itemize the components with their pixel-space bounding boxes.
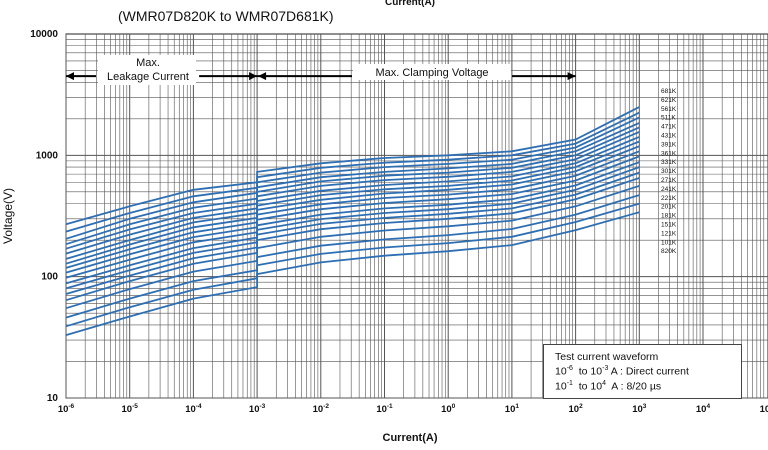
series-line-361K: [65, 140, 640, 265]
series-line-820K: [65, 211, 640, 336]
note-line-1-b-exp: -3: [602, 365, 609, 372]
clamping-arrow-left-head: [258, 72, 267, 81]
series-line-331K: [65, 145, 640, 269]
note-line-2-c: A : 8/20 µs: [606, 380, 662, 392]
note-line-1-c: A : Direct current: [608, 365, 689, 378]
x-tick-label: 100: [441, 403, 456, 415]
note-line-2: 10-1 to 104 A : 8/20 µs: [555, 378, 741, 393]
series-line-511K: [65, 122, 640, 246]
series-line-681K: [65, 106, 640, 226]
chart-title: (WMR07D820K to WMR07D681K): [118, 8, 334, 24]
x-tick-label: 101: [505, 403, 520, 415]
note-line-2-b: to 10: [572, 380, 603, 392]
y-tick-label: 1000: [36, 150, 59, 161]
top-axis-title: Current(A): [385, 0, 435, 8]
y-tick-label: 10: [47, 393, 59, 404]
series-line-301K: [65, 150, 640, 274]
leakage-arrow-right-head: [249, 72, 258, 81]
x-tick-label: 103: [632, 403, 647, 415]
note-line-1-b: to 10: [572, 365, 603, 378]
series-label-201K: 201K: [661, 204, 677, 211]
x-tick-label: 10-2: [313, 403, 330, 415]
series-line-561K: [65, 116, 640, 240]
series-line-241K: [65, 161, 640, 285]
series-label-361K: 361K: [661, 150, 677, 157]
clamping-label: Max. Clamping Voltage: [375, 67, 488, 79]
series-label-301K: 301K: [661, 168, 677, 175]
note-line-1: 10-6 to 10-3 A : Direct current: [555, 363, 741, 378]
x-tick-label: 10-4: [185, 403, 202, 415]
x-tick-label: 10-3: [249, 403, 266, 415]
series-label-221K: 221K: [661, 195, 677, 202]
series-line-391K: [65, 136, 640, 260]
leakage-label-line1: Max.: [136, 57, 160, 69]
x-tick-label: 10-6: [58, 403, 75, 415]
x-tick-label: 102: [568, 403, 583, 415]
series-label-181K: 181K: [661, 213, 677, 220]
note-line-1-a-exp: -6: [566, 365, 573, 372]
series-label-471K: 471K: [661, 124, 677, 131]
clamping-label-bg: [353, 64, 511, 80]
note-line-2-a: 10: [555, 380, 567, 392]
leakage-arrow-left-head: [66, 72, 74, 81]
y-axis-title: Voltage(V): [1, 188, 15, 244]
series-label-271K: 271K: [661, 177, 677, 184]
series-label-511K: 511K: [661, 115, 676, 122]
note-title: Test current waveform: [555, 351, 659, 363]
series-label-391K: 391K: [661, 141, 677, 148]
x-tick-label: 10-5: [122, 403, 139, 415]
series-line-201K: [65, 171, 640, 295]
series-label-151K: 151K: [661, 222, 677, 229]
clamping-arrow-right-head: [567, 72, 576, 81]
series-line-271K: [65, 155, 640, 279]
series-label-121K: 121K: [661, 230, 677, 237]
y-tick-label: 100: [41, 272, 58, 283]
note-line-2-b-exp: 4: [602, 379, 607, 387]
series-line-151K: [65, 185, 640, 310]
leakage-label-line2: Leakage Current: [107, 71, 189, 83]
series-label-241K: 241K: [661, 186, 677, 193]
x-tick-label: 10-1: [376, 403, 393, 415]
series-line-221K: [65, 166, 640, 290]
series-line-431K: [65, 131, 640, 255]
series-line-101K: [65, 202, 640, 328]
x-axis-title: Current(A): [383, 432, 438, 444]
note-line-1-a: 10: [555, 365, 567, 378]
series-label-820K: 820K: [661, 248, 677, 255]
series-line-181K: [65, 177, 640, 302]
series-label-681K: 681K: [661, 88, 677, 95]
series-label-101K: 101K: [661, 239, 677, 246]
x-tick-label: 105: [760, 403, 768, 415]
test-waveform-note: Test current waveform 10-6 to 10-3 A : D…: [543, 344, 742, 399]
series-label-621K: 621K: [661, 97, 677, 104]
y-tick-label: 10000: [30, 29, 58, 40]
x-tick-label: 104: [696, 403, 711, 415]
series-label-561K: 561K: [661, 106, 677, 113]
series-line-121K: [65, 194, 640, 319]
leakage-label-bg: [98, 55, 196, 85]
series-line-621K: [65, 111, 640, 233]
series-line-471K: [65, 126, 640, 250]
series-label-331K: 331K: [661, 159, 677, 166]
series-label-431K: 431K: [661, 133, 677, 140]
note-line-2-a-exp: -1: [566, 379, 573, 387]
